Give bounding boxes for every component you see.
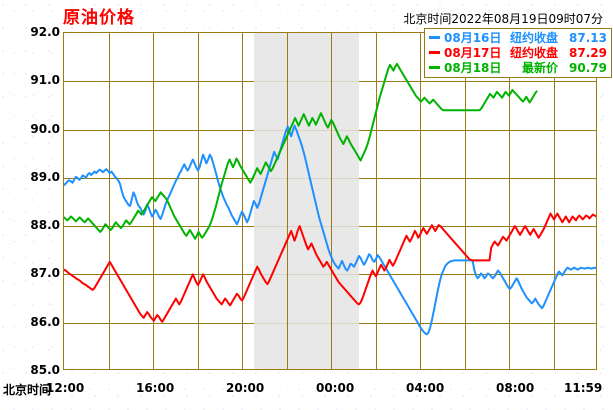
- y-axis-tick-label: 85.0: [30, 363, 60, 377]
- gridline-vertical: [376, 33, 377, 369]
- x-axis-tick-label: 12:00: [46, 381, 85, 395]
- legend-row: 08月17日 纽约收盘 87.29: [429, 45, 607, 60]
- gridline-vertical: [109, 33, 110, 369]
- gridline-vertical: [554, 33, 555, 369]
- chart-legend: 08月16日 纽约收盘 87.13 08月17日 纽约收盘 87.29 08月18日 最新价 9…: [424, 28, 612, 78]
- y-axis-tick-label: 86.0: [30, 314, 60, 329]
- y-axis-tick-label: 90.0: [30, 121, 60, 136]
- y-axis: 92.0 91.0 90.0 89.0 88.0 87.0 86.0 85.0: [0, 0, 60, 410]
- legend-label: 最新价: [521, 60, 558, 75]
- gridline-vertical: [198, 33, 199, 369]
- legend-dash-icon: [429, 66, 440, 69]
- gridline-vertical: [509, 33, 510, 369]
- legend-label: 纽约收盘: [509, 45, 558, 60]
- gridline-vertical: [420, 33, 421, 369]
- y-axis-tick-label: 89.0: [30, 169, 60, 184]
- price-series-svg: [64, 62, 596, 336]
- x-axis-tick-label: 04:00: [406, 381, 445, 395]
- y-axis-tick-label: 91.0: [30, 73, 60, 88]
- gridline-vertical: [242, 33, 243, 369]
- x-axis-tick-label: 16:00: [135, 381, 175, 395]
- legend-date: 08月16日: [444, 30, 502, 45]
- x-axis-label: 北京时间: [3, 383, 52, 397]
- chart-plot-area[interactable]: [63, 32, 597, 370]
- legend-row: 08月16日 纽约收盘 87.13: [429, 30, 607, 45]
- price-line-3: [64, 62, 538, 240]
- legend-date: 08月18日: [444, 60, 502, 75]
- gridline-vertical: [153, 33, 154, 369]
- y-axis-tick-label: 92.0: [30, 25, 60, 39]
- legend-value: 90.79: [569, 60, 607, 75]
- legend-date: 08月17日: [444, 45, 502, 60]
- gridline-vertical: [465, 33, 466, 369]
- shaded-session-band: [254, 33, 360, 369]
- x-axis-tick-label: 20:00: [226, 381, 265, 395]
- page-title: 原油价格: [63, 8, 135, 28]
- x-axis-tick-label: 00:00: [315, 381, 355, 395]
- legend-dash-icon: [429, 36, 440, 39]
- legend-dash-icon: [429, 51, 440, 54]
- legend-value: 87.13: [569, 30, 607, 45]
- x-axis-tick-label: 08:00: [496, 381, 535, 395]
- legend-label: 纽约收盘: [509, 30, 558, 45]
- legend-value: 87.29: [569, 45, 607, 60]
- x-axis-tick-label: 11:59: [564, 381, 603, 395]
- legend-row: 08月18日 最新价 90.79: [429, 60, 607, 75]
- y-axis-tick-label: 88.0: [30, 218, 60, 233]
- gridline-vertical: [287, 33, 288, 369]
- y-axis-tick-label: 87.0: [30, 266, 60, 281]
- timestamp: 北京时间2022年08月19日09时07分: [403, 12, 603, 26]
- gridline-vertical: [331, 33, 332, 369]
- price-line-1: [64, 124, 596, 336]
- price-line-2: [64, 212, 596, 323]
